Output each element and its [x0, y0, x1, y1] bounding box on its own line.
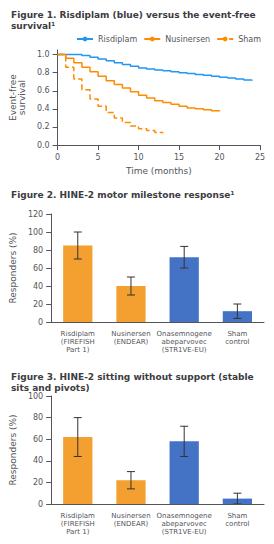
svg-text:60: 60 [33, 435, 43, 444]
svg-text:0: 0 [55, 153, 60, 162]
svg-text:Onasemnogene: Onasemnogene [157, 512, 212, 520]
svg-text:20: 20 [33, 478, 43, 487]
svg-text:Nusinersen: Nusinersen [165, 35, 210, 44]
svg-text:Risdiplam: Risdiplam [61, 512, 96, 520]
svg-text:80: 80 [33, 246, 43, 255]
svg-text:0.0: 0.0 [37, 141, 50, 150]
svg-text:(STR1VE-EU): (STR1VE-EU) [162, 528, 207, 536]
svg-text:0.6: 0.6 [37, 86, 50, 95]
svg-text:Figure 2. HINE-2 motor milesto: Figure 2. HINE-2 motor milestone respons… [11, 190, 234, 200]
svg-text:25: 25 [255, 153, 265, 162]
svg-text:0.2: 0.2 [37, 122, 50, 131]
svg-text:15: 15 [174, 153, 184, 162]
svg-text:10: 10 [133, 153, 143, 162]
svg-text:1.0: 1.0 [37, 50, 50, 59]
svg-text:Responders (%): Responders (%) [8, 232, 18, 303]
svg-text:Sham: Sham [227, 512, 247, 520]
svg-text:control: control [225, 338, 249, 346]
svg-text:80: 80 [33, 413, 43, 422]
svg-text:Risdiplam: Risdiplam [98, 35, 137, 44]
svg-text:survival¹: survival¹ [11, 21, 55, 31]
svg-text:0: 0 [38, 500, 43, 509]
svg-text:(STR1VE-EU): (STR1VE-EU) [162, 346, 207, 354]
svg-text:0.4: 0.4 [37, 104, 50, 113]
svg-text:Risdiplam: Risdiplam [61, 330, 96, 338]
svg-text:Onasemnogene: Onasemnogene [157, 330, 212, 338]
svg-text:Part 1): Part 1) [66, 346, 89, 354]
svg-text:Figure 3. HINE-2 sitting witho: Figure 3. HINE-2 sitting without support… [11, 372, 257, 382]
svg-text:Sham: Sham [227, 330, 247, 338]
svg-text:100: 100 [28, 228, 43, 237]
svg-text:20: 20 [33, 300, 43, 309]
svg-text:abeparvovec: abeparvovec [162, 520, 208, 528]
svg-text:Nusinersen: Nusinersen [111, 330, 150, 338]
svg-text:40: 40 [33, 456, 43, 465]
svg-text:Time (months): Time (months) [125, 166, 192, 176]
svg-text:Nusinersen: Nusinersen [111, 512, 150, 520]
svg-text:control: control [225, 520, 249, 528]
svg-text:5: 5 [96, 153, 101, 162]
svg-text:Part 1): Part 1) [66, 528, 89, 536]
svg-text:(FIREFISH: (FIREFISH [61, 520, 95, 528]
svg-text:Sham: Sham [238, 35, 261, 44]
svg-text:120: 120 [28, 210, 43, 219]
svg-text:survival: survival [17, 80, 27, 115]
svg-text:0.8: 0.8 [37, 68, 50, 77]
svg-text:40: 40 [33, 282, 43, 291]
svg-text:sits and pivots): sits and pivots) [11, 383, 90, 393]
svg-text:60: 60 [33, 264, 43, 273]
svg-text:0: 0 [38, 318, 43, 327]
svg-text:Event-free: Event-free [7, 74, 18, 121]
svg-text:100: 100 [28, 392, 43, 401]
svg-text:(FIREFISH: (FIREFISH [61, 338, 95, 346]
svg-text:abeparvovec: abeparvovec [162, 338, 208, 346]
svg-text:Figure 1. Risdiplam (blue) ver: Figure 1. Risdiplam (blue) versus the ev… [11, 10, 259, 20]
svg-text:(ENDEAR): (ENDEAR) [114, 338, 149, 346]
svg-text:20: 20 [214, 153, 224, 162]
svg-text:(ENDEAR): (ENDEAR) [114, 520, 149, 528]
svg-text:Responders (%): Responders (%) [8, 414, 18, 485]
